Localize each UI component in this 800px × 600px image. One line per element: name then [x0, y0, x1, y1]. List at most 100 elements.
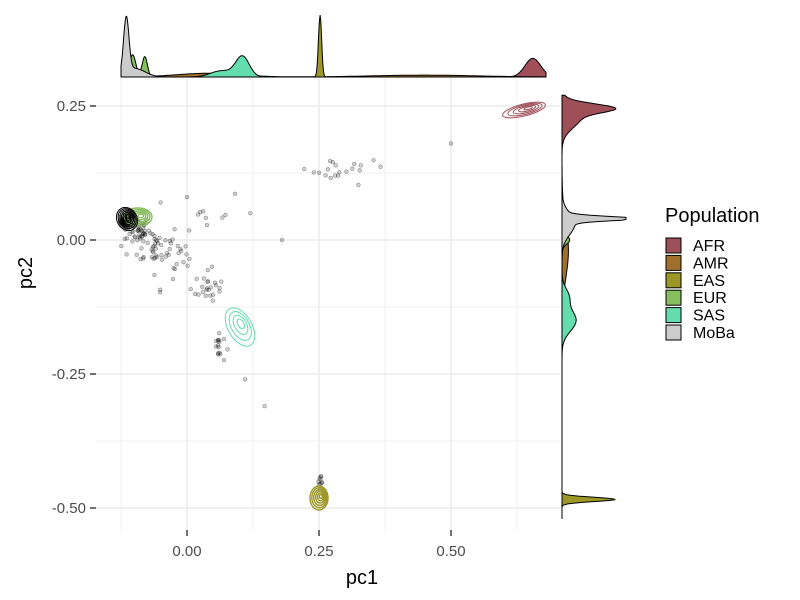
moba-point — [137, 236, 143, 241]
moba-point — [232, 191, 238, 196]
moba-point — [152, 233, 157, 239]
moba-point — [332, 173, 338, 178]
moba-point — [157, 290, 163, 295]
moba-point — [208, 293, 213, 298]
moba-point — [127, 231, 132, 237]
moba-contour — [117, 208, 137, 230]
main-panel — [96, 78, 560, 530]
moba-point — [217, 289, 222, 294]
moba-point — [197, 209, 203, 215]
moba-point — [179, 248, 184, 253]
moba-point — [323, 173, 328, 178]
moba-contour — [115, 206, 139, 232]
legend-key-eas — [665, 272, 682, 289]
moba-point — [174, 262, 179, 267]
moba-point — [213, 283, 219, 288]
moba-point — [164, 250, 170, 256]
moba-point — [215, 343, 221, 348]
eur-contour — [126, 208, 151, 225]
moba-point — [138, 227, 143, 232]
moba-point — [166, 252, 171, 257]
moba-point — [130, 239, 135, 244]
moba-point — [337, 170, 342, 175]
moba-point — [378, 164, 383, 169]
moba-point — [124, 252, 129, 257]
tick-labels: 0.25 0.00 -0.25 -0.50 0.00 0.25 0.50 — [52, 98, 466, 560]
moba-point — [154, 253, 159, 258]
density-contours — [115, 101, 546, 511]
moba-point — [170, 237, 175, 242]
moba-point — [150, 249, 155, 254]
moba-point — [153, 246, 158, 251]
legend-label-amr: AMR — [693, 255, 729, 272]
moba-point — [328, 175, 333, 181]
eas-contour — [311, 487, 328, 509]
moba-point — [158, 200, 163, 205]
moba-point — [316, 479, 321, 484]
moba-point — [210, 292, 216, 297]
moba-point — [194, 276, 199, 281]
moba-point — [325, 167, 331, 172]
moba-point — [317, 475, 322, 481]
moba-point — [204, 222, 210, 228]
moba-point — [185, 263, 190, 268]
moba-point — [219, 279, 224, 284]
moba-point — [141, 254, 146, 260]
legend-key-amr — [665, 254, 682, 271]
moba-point — [159, 242, 164, 248]
moba-point — [158, 287, 163, 292]
marginal-density-pc2 — [561, 94, 627, 519]
moba-point — [152, 241, 158, 246]
moba-point — [149, 254, 155, 260]
moba-point — [142, 232, 148, 237]
moba-point — [217, 331, 222, 336]
moba-point — [358, 163, 363, 168]
x-axis-title: pc1 — [346, 567, 378, 589]
moba-point — [216, 351, 221, 356]
legend-key-eur — [665, 289, 682, 306]
moba-point — [142, 228, 147, 234]
moba-point — [178, 246, 183, 252]
moba-point — [317, 170, 322, 175]
moba-point — [135, 237, 140, 243]
moba-point — [225, 347, 230, 352]
moba-point — [352, 161, 357, 167]
moba-point — [139, 234, 145, 239]
moba-point — [181, 260, 186, 265]
moba-point — [155, 241, 161, 246]
moba-point — [137, 228, 142, 233]
moba-point — [183, 244, 188, 249]
x-tick-label: 0.50 — [436, 543, 465, 560]
eas-contour — [316, 492, 325, 502]
moba-point — [153, 238, 159, 243]
moba-point — [205, 267, 210, 273]
legend-title: Population — [665, 205, 760, 227]
moba-point — [214, 338, 219, 344]
moba-point — [152, 236, 157, 242]
moba-point — [350, 166, 355, 171]
eas-contour — [313, 488, 327, 507]
moba-point — [212, 280, 218, 285]
moba-point — [448, 141, 454, 146]
moba-point — [223, 212, 228, 218]
moba-point — [318, 477, 323, 482]
moba-point — [213, 344, 219, 349]
moba-point — [163, 238, 168, 243]
moba-point — [262, 404, 267, 409]
moba-point — [221, 357, 227, 363]
moba-point — [188, 287, 193, 292]
moba-point — [149, 247, 154, 252]
moba-point — [319, 480, 324, 485]
moba-point — [172, 227, 177, 232]
grid-lines — [96, 78, 560, 530]
moba-point — [200, 289, 205, 295]
moba-point — [371, 158, 376, 163]
moba-point — [335, 173, 341, 178]
afr-contour — [512, 103, 540, 115]
moba-point — [206, 287, 211, 292]
moba-point — [187, 228, 192, 233]
moba-point — [141, 231, 146, 237]
legend-key-afr — [665, 237, 682, 254]
moba-point — [168, 241, 174, 246]
